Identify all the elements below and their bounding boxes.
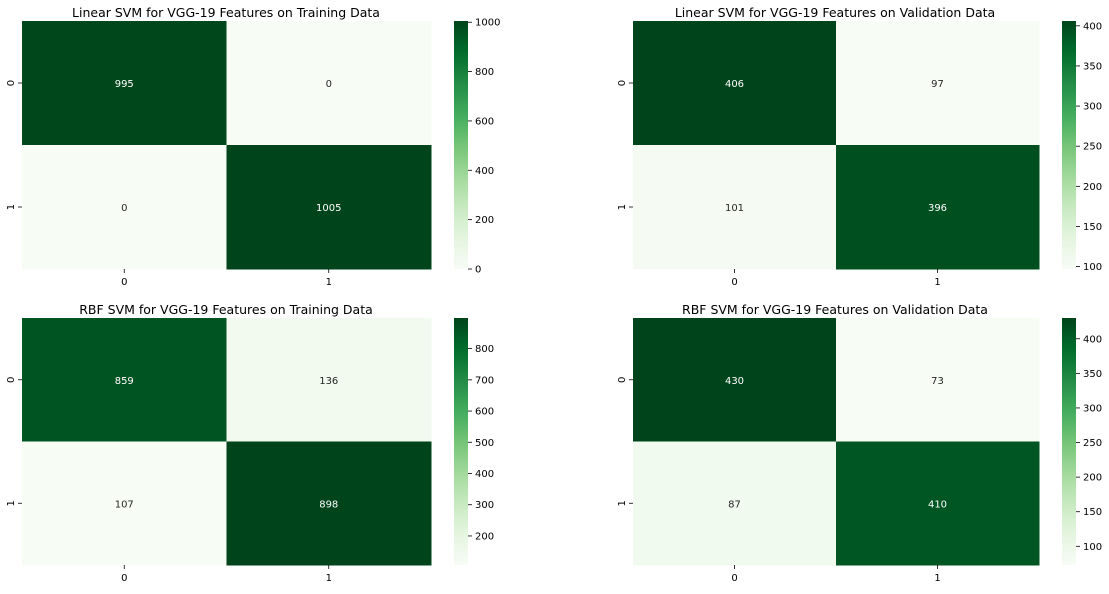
colorbar	[1062, 318, 1076, 565]
heatmap-title: RBF SVM for VGG-19 Features on Validatio…	[682, 302, 988, 317]
x-tick-label: 1	[934, 277, 940, 288]
y-tick-label: 0	[6, 80, 17, 86]
x-tick-label: 1	[934, 573, 940, 584]
cell-value-label: 859	[115, 376, 134, 387]
heatmap-cell-r0-c0	[633, 318, 837, 442]
colorbar-tick-label: 400	[475, 166, 494, 177]
y-tick-label: 0	[6, 377, 17, 383]
x-tick-label: 0	[121, 573, 127, 584]
x-tick-label: 0	[121, 277, 127, 288]
colorbar-tick-label: 600	[475, 407, 494, 418]
heatmap-cell-r0-c1	[226, 21, 432, 146]
colorbar-tick-label: 800	[475, 67, 494, 78]
heatmap-cell-r1-c1	[836, 441, 1040, 566]
colorbar-tick-label: 350	[1083, 369, 1102, 380]
heatmap-cell-r1-c1	[226, 441, 432, 566]
cell-value-label: 136	[319, 376, 338, 387]
y-tick-label: 1	[6, 204, 17, 210]
x-tick-label: 1	[326, 573, 332, 584]
heatmap-cell-r0-c0	[633, 21, 837, 146]
heatmap-cell-r1-c0	[633, 441, 837, 566]
heatmap-cell-r0-c1	[226, 318, 432, 442]
cell-value-label: 73	[931, 376, 944, 387]
colorbar-tick-label: 200	[475, 215, 494, 226]
colorbar-tick-label: 250	[1083, 438, 1102, 449]
x-tick-label: 0	[731, 573, 737, 584]
y-tick-label: 0	[617, 80, 628, 86]
cell-value-label: 995	[115, 79, 134, 90]
cell-value-label: 430	[725, 376, 744, 387]
colorbar-tick-label: 700	[475, 375, 494, 386]
heatmap-cell-r1-c1	[836, 145, 1040, 270]
cell-value-label: 101	[725, 203, 744, 214]
y-tick-label: 1	[617, 500, 628, 506]
colorbar-tick-label: 150	[1083, 507, 1102, 518]
cell-value-label: 0	[326, 79, 332, 90]
colorbar-tick-label: 600	[475, 116, 494, 127]
heatmap-title: Linear SVM for VGG-19 Features on Valida…	[675, 5, 995, 20]
cell-value-label: 396	[928, 203, 947, 214]
heatmap-panel-3: RBF SVM for VGG-19 Features on Validatio…	[617, 302, 1102, 584]
heatmap-cell-r0-c1	[836, 318, 1040, 442]
heatmap-cell-r0-c1	[836, 21, 1040, 146]
colorbar-tick-label: 100	[1083, 542, 1102, 553]
heatmap-cell-r0-c0	[22, 318, 227, 442]
heatmap-panel-0: Linear SVM for VGG-19 Features on Traini…	[6, 5, 500, 288]
colorbar	[1062, 21, 1076, 269]
colorbar-tick-label: 400	[1083, 21, 1102, 32]
colorbar-tick-label: 400	[475, 469, 494, 480]
y-tick-label: 1	[617, 204, 628, 210]
heatmap-cell-r1-c0	[633, 145, 837, 270]
heatmap-cell-r0-c0	[22, 21, 227, 146]
colorbar	[454, 21, 468, 269]
colorbar-tick-label: 800	[475, 344, 494, 355]
colorbar	[454, 318, 468, 565]
colorbar-tick-label: 300	[1083, 102, 1102, 113]
colorbar-tick-label: 200	[475, 531, 494, 542]
cell-value-label: 1005	[316, 203, 341, 214]
colorbar-tick-label: 1000	[475, 18, 500, 29]
cell-value-label: 898	[319, 499, 338, 510]
heatmap-panel-2: RBF SVM for VGG-19 Features on Training …	[6, 302, 494, 584]
heatmap-title: Linear SVM for VGG-19 Features on Traini…	[72, 5, 380, 20]
colorbar-tick-label: 150	[1083, 222, 1102, 233]
y-tick-label: 0	[617, 377, 628, 383]
heatmap-cell-r1-c0	[22, 441, 227, 566]
y-tick-label: 1	[6, 500, 17, 506]
colorbar-tick-label: 300	[1083, 403, 1102, 414]
cell-value-label: 0	[121, 203, 127, 214]
heatmap-panel-1: Linear SVM for VGG-19 Features on Valida…	[617, 5, 1102, 288]
x-tick-label: 1	[326, 277, 332, 288]
colorbar-tick-label: 200	[1083, 473, 1102, 484]
heatmap-cell-r1-c0	[22, 145, 227, 270]
cell-value-label: 87	[728, 499, 741, 510]
colorbar-tick-label: 250	[1083, 142, 1102, 153]
cell-value-label: 97	[931, 79, 944, 90]
colorbar-tick-label: 400	[1083, 334, 1102, 345]
colorbar-tick-label: 200	[1083, 182, 1102, 193]
colorbar-tick-label: 300	[475, 500, 494, 511]
x-tick-label: 0	[731, 277, 737, 288]
cell-value-label: 107	[115, 499, 134, 510]
heatmap-cell-r1-c1	[226, 145, 432, 270]
colorbar-tick-label: 0	[475, 265, 481, 276]
cell-value-label: 406	[725, 79, 744, 90]
colorbar-tick-label: 350	[1083, 61, 1102, 72]
colorbar-tick-label: 100	[1083, 262, 1102, 273]
colorbar-tick-label: 500	[475, 438, 494, 449]
cell-value-label: 410	[928, 499, 947, 510]
heatmap-title: RBF SVM for VGG-19 Features on Training …	[79, 302, 373, 317]
